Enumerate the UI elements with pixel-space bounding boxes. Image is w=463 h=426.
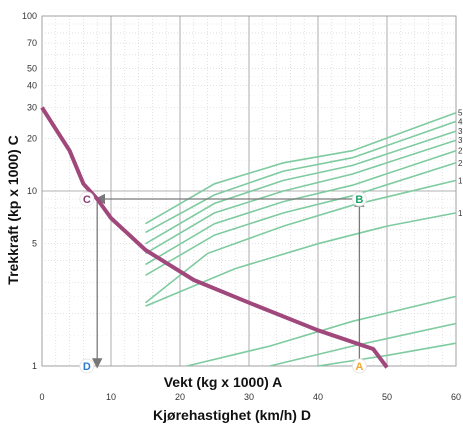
y-tick-label: 50 bbox=[27, 64, 37, 74]
y-tick-label: 30 bbox=[27, 103, 37, 113]
marker-label: D bbox=[83, 361, 91, 373]
gradient-line-3 bbox=[145, 130, 457, 245]
gradient-line-label: 2 bbox=[458, 159, 463, 168]
gradient-line-5 bbox=[145, 149, 457, 266]
x-tick-label: 40 bbox=[313, 392, 323, 402]
gradient-line-1 bbox=[145, 111, 457, 225]
x-tick-label: 10 bbox=[106, 392, 116, 402]
gradient-line-label: 1 bbox=[458, 176, 463, 185]
y-tick-label: 70 bbox=[27, 38, 37, 48]
x-tick-label: 20 bbox=[175, 392, 185, 402]
x-axis-title-secondary: Kjørehastighet (km/h) D bbox=[153, 407, 311, 423]
x-axis-title-primary: Vekt (kg x 1000) A bbox=[164, 374, 283, 390]
gradient-line-11 bbox=[317, 342, 457, 367]
y-tick-label: 5 bbox=[32, 239, 37, 249]
y-tick-label: 10 bbox=[27, 186, 37, 196]
gradient-line-10 bbox=[269, 322, 457, 367]
y-tick-label: 100 bbox=[22, 11, 37, 21]
marker-label: B bbox=[355, 194, 363, 206]
y-tick-label: 1 bbox=[32, 361, 37, 371]
gradient-line-label: 1 bbox=[458, 209, 463, 218]
y-tick-label: 40 bbox=[27, 81, 37, 91]
reading-path bbox=[91, 193, 365, 369]
gradient-line-label: 4 bbox=[458, 117, 463, 126]
x-tick-label: 30 bbox=[244, 392, 254, 402]
gradient-line-2 bbox=[145, 120, 457, 234]
tractive-effort-curve bbox=[40, 106, 389, 369]
grid bbox=[41, 15, 457, 367]
y-tick-label: 20 bbox=[27, 133, 37, 143]
markers: A B C D bbox=[79, 191, 367, 374]
y-axis-title: Trekkraft (kp x 1000) C bbox=[5, 135, 21, 284]
gradient-line-6 bbox=[145, 162, 457, 276]
tractive-effort-line bbox=[40, 106, 389, 369]
marker-b: B bbox=[351, 191, 367, 207]
gradient-line-7 bbox=[145, 179, 457, 304]
x-tick-label: 50 bbox=[382, 392, 392, 402]
gradient-line-label: 3 bbox=[458, 136, 463, 145]
x-tick-label: 60 bbox=[451, 392, 461, 402]
marker-label: C bbox=[83, 194, 91, 206]
axis-ticks: 0 10 20 30 40 50 60 1 5 10 20 30 40 50 70 100 bbox=[22, 11, 461, 402]
marker-label: A bbox=[355, 361, 363, 373]
gradient-line-4 bbox=[145, 139, 457, 255]
marker-c: C bbox=[79, 191, 95, 207]
gradient-line-label: 2 bbox=[458, 147, 463, 156]
marker-d: D bbox=[79, 358, 95, 374]
gradient-line-label: 3 bbox=[458, 127, 463, 136]
gradient-line-8 bbox=[145, 212, 457, 307]
gradient-line-9 bbox=[186, 295, 457, 367]
x-tick-label: 0 bbox=[39, 392, 44, 402]
gradient-line-label: 5 bbox=[458, 109, 463, 118]
marker-a: A bbox=[351, 358, 367, 374]
